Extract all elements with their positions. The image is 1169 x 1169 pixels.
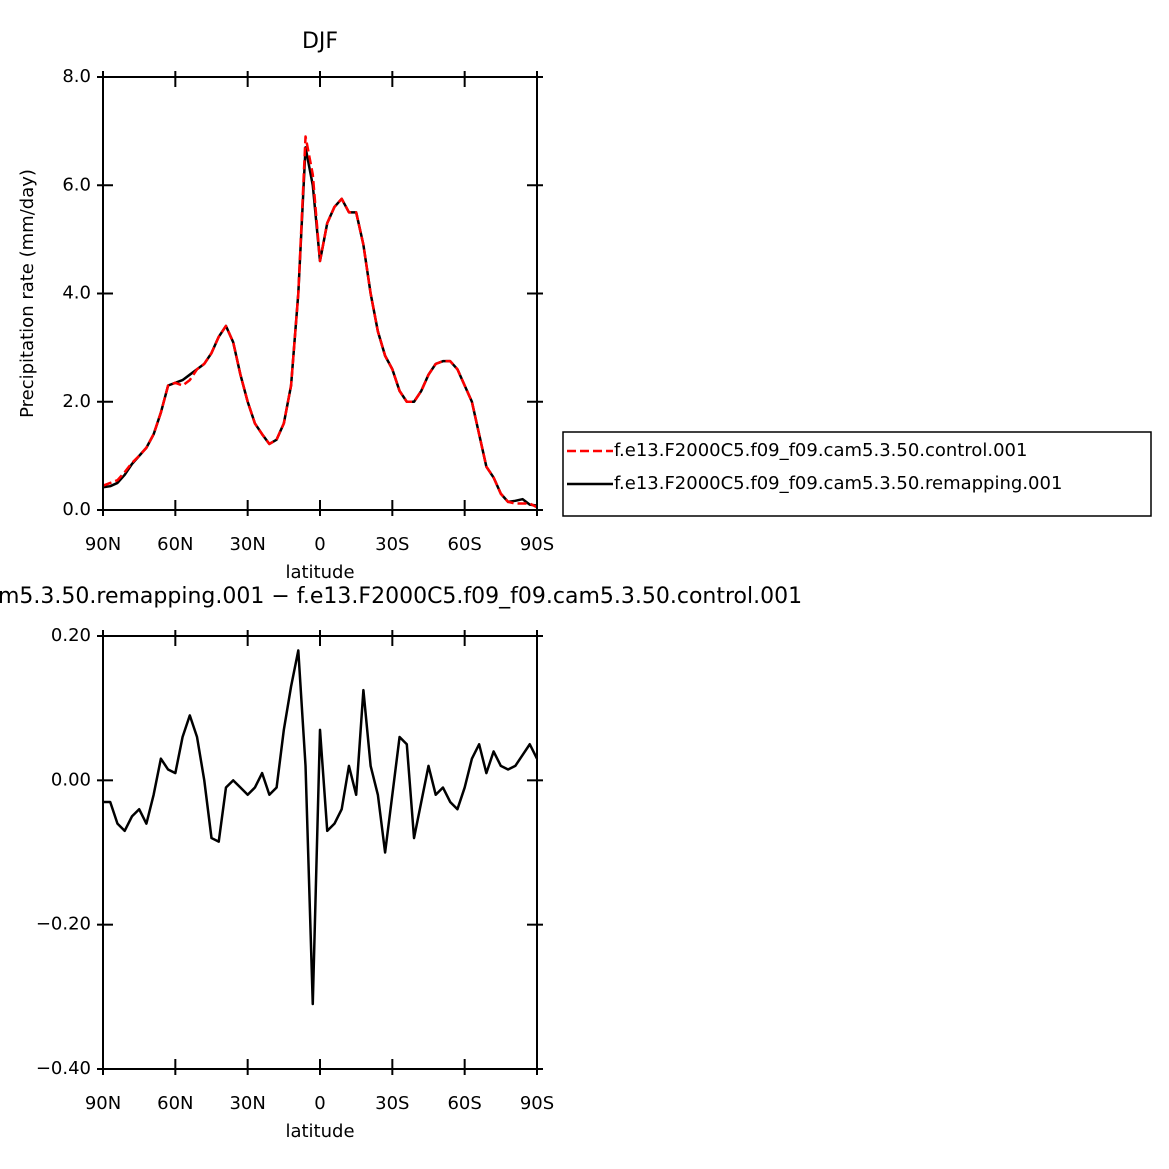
x-tick-label: 30N xyxy=(229,1093,265,1114)
x-tick-label: 90N xyxy=(85,1093,121,1114)
plot-frame xyxy=(102,76,538,511)
y-tick-label: 2.0 xyxy=(62,391,91,412)
legend-label: f.e13.F2000C5.f09_f09.cam5.3.50.control.… xyxy=(614,440,1027,461)
x-tick-label: 60N xyxy=(157,534,193,555)
x-axis-label: latitude xyxy=(285,562,354,583)
data-line xyxy=(102,146,538,507)
x-tick-label: 90S xyxy=(520,534,554,555)
y-tick-label: 0.0 xyxy=(62,499,91,520)
y-axis-label: Precipitation rate (mm/day) xyxy=(17,169,38,418)
legend-label: f.e13.F2000C5.f09_f09.cam5.3.50.remappin… xyxy=(614,473,1062,494)
y-tick-label: 8.0 xyxy=(62,66,91,87)
y-tick-label: 4.0 xyxy=(62,283,91,304)
data-line xyxy=(102,135,538,509)
chart-title: DJF xyxy=(302,29,338,54)
x-tick-label: 60S xyxy=(447,1093,481,1114)
x-tick-label: 60S xyxy=(447,534,481,555)
y-tick-label: 0.20 xyxy=(51,625,91,646)
x-tick-label: 30S xyxy=(375,534,409,555)
x-tick-label: 90S xyxy=(520,1093,554,1114)
x-tick-label: 0 xyxy=(314,534,325,555)
y-tick-label: 6.0 xyxy=(62,174,91,195)
x-tick-label: 0 xyxy=(314,1093,325,1114)
data-line xyxy=(103,649,539,1006)
plot-frame xyxy=(102,635,538,1070)
chart-title: m5.3.50.remapping.001 − f.e13.F2000C5.f0… xyxy=(0,584,802,609)
y-tick-label: 0.00 xyxy=(51,769,91,790)
x-tick-label: 30N xyxy=(229,534,265,555)
x-tick-label: 30S xyxy=(375,1093,409,1114)
y-tick-label: −0.40 xyxy=(36,1058,91,1079)
x-axis-label: latitude xyxy=(285,1121,354,1142)
x-tick-label: 60N xyxy=(157,1093,193,1114)
legend-box xyxy=(562,431,1152,517)
y-tick-label: −0.20 xyxy=(36,914,91,935)
x-tick-label: 90N xyxy=(85,534,121,555)
